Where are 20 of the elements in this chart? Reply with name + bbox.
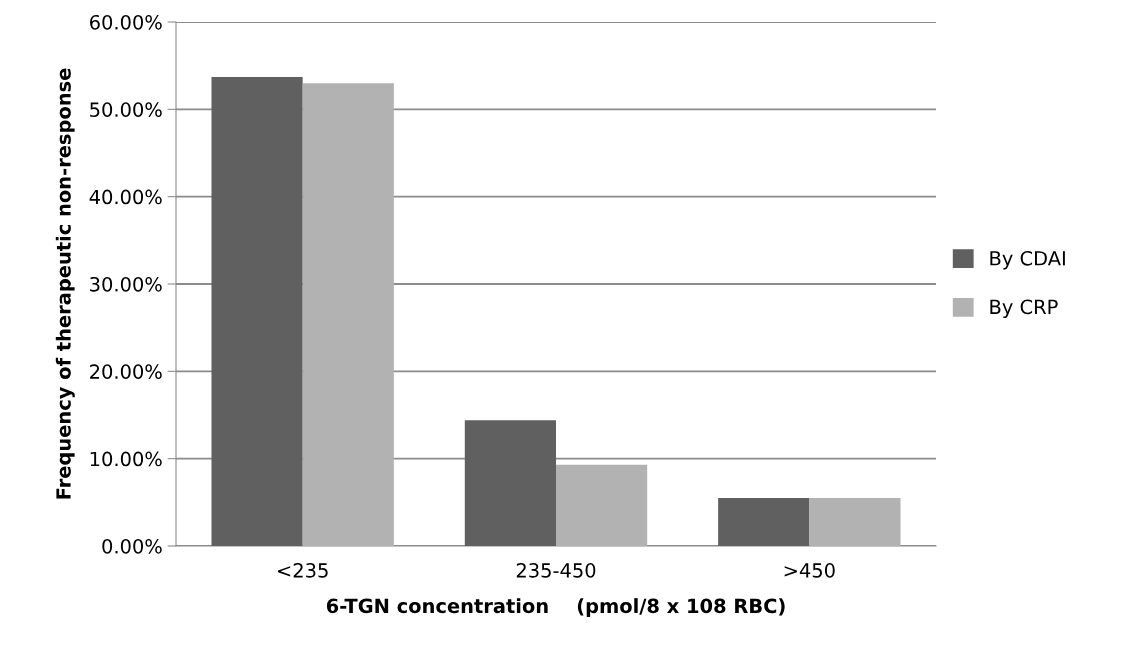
y-tick-label: 20.00%: [90, 364, 162, 379]
y-tick-label: 30.00%: [90, 276, 162, 292]
bar: [556, 464, 648, 546]
y-axis-title: Frequency of therapeutic non-response: [55, 68, 75, 499]
x-tick-label: <235: [278, 563, 328, 578]
bar: [809, 497, 901, 546]
legend-label: By CDAI: [990, 250, 1065, 270]
bar: [718, 497, 810, 546]
bar: [302, 83, 394, 546]
y-tick-label: 60.00%: [90, 14, 162, 30]
bar: [211, 77, 303, 546]
legend-label: By CRP: [990, 299, 1058, 318]
y-tick-label: 50.00%: [90, 102, 162, 117]
x-axis-title: 6-TGN concentration (pmol/8 x 108 RBC): [326, 598, 785, 617]
y-tick-label: 0.00%: [102, 538, 162, 554]
y-tick-label: 40.00%: [89, 189, 162, 205]
y-tick-label: 10.00%: [90, 451, 162, 467]
x-tick-label: >450: [784, 563, 835, 578]
bar: [464, 420, 556, 546]
x-tick-label: 235-450: [516, 563, 596, 578]
